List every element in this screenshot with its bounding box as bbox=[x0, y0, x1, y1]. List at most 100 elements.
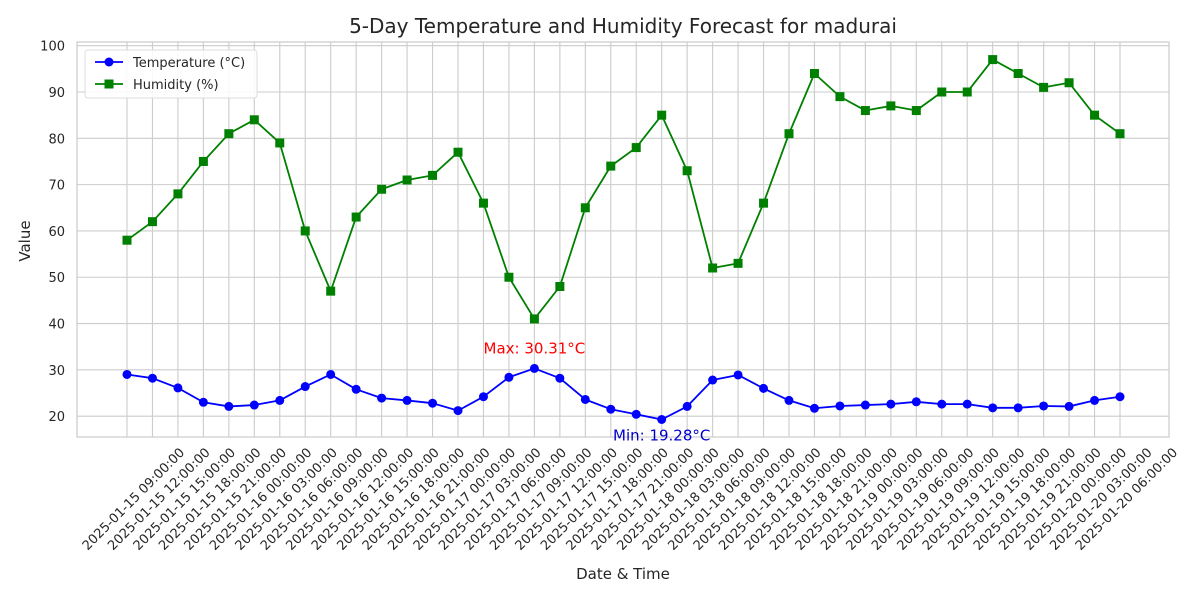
data-point bbox=[1013, 403, 1023, 413]
data-point bbox=[1090, 110, 1100, 120]
data-point bbox=[708, 375, 718, 385]
data-point bbox=[1115, 129, 1125, 139]
data-point bbox=[962, 399, 972, 409]
data-point bbox=[809, 403, 819, 413]
data-point bbox=[122, 235, 132, 245]
y-tick-label: 100 bbox=[40, 40, 65, 55]
data-point bbox=[937, 87, 947, 97]
data-point bbox=[886, 399, 896, 409]
y-tick-label: 30 bbox=[48, 364, 65, 379]
data-point bbox=[1039, 401, 1049, 411]
data-point bbox=[453, 147, 463, 157]
data-point bbox=[962, 87, 972, 97]
data-point bbox=[860, 400, 870, 410]
data-point bbox=[351, 384, 361, 394]
y-tick-label: 50 bbox=[48, 271, 65, 286]
data-point bbox=[326, 369, 336, 379]
data-point bbox=[402, 395, 412, 405]
data-point bbox=[377, 184, 387, 194]
series-1 bbox=[122, 55, 1125, 324]
data-point bbox=[173, 383, 183, 393]
series-layer bbox=[122, 55, 1125, 424]
y-tick-label: 70 bbox=[48, 179, 65, 194]
data-point bbox=[682, 401, 692, 411]
data-point bbox=[708, 263, 718, 273]
data-point bbox=[173, 189, 183, 199]
legend-label: Temperature (°C) bbox=[132, 56, 245, 71]
data-point bbox=[147, 217, 157, 227]
data-point bbox=[657, 110, 667, 120]
data-point bbox=[300, 382, 310, 392]
data-point bbox=[631, 143, 641, 153]
data-point bbox=[351, 212, 361, 222]
y-tick-label: 60 bbox=[48, 225, 65, 240]
series-line bbox=[126, 367, 1121, 421]
data-point bbox=[988, 55, 998, 65]
data-point bbox=[657, 414, 667, 424]
data-point bbox=[300, 226, 310, 236]
data-point bbox=[1039, 82, 1049, 92]
data-point bbox=[911, 106, 921, 116]
data-point bbox=[428, 170, 438, 180]
data-point bbox=[911, 397, 921, 407]
data-point bbox=[580, 203, 590, 213]
y-axis-label: Value bbox=[16, 220, 34, 261]
data-point bbox=[733, 370, 743, 380]
data-point bbox=[198, 156, 208, 166]
legend-box bbox=[84, 49, 258, 99]
annotation-label: Max: 30.31°C bbox=[484, 339, 586, 357]
data-point bbox=[606, 404, 616, 414]
data-point bbox=[809, 68, 819, 78]
data-point bbox=[478, 392, 488, 402]
data-point bbox=[784, 395, 794, 405]
chart-title: 5-Day Temperature and Humidity Forecast … bbox=[349, 14, 897, 38]
data-point bbox=[988, 403, 998, 413]
data-point bbox=[759, 383, 769, 393]
data-point bbox=[402, 175, 412, 185]
data-point bbox=[224, 401, 234, 411]
data-point bbox=[835, 92, 845, 102]
data-point bbox=[555, 373, 565, 383]
legend-marker bbox=[104, 57, 114, 67]
data-point bbox=[122, 369, 132, 379]
annotations: Max: 30.31°C Min: 19.28°C bbox=[484, 339, 711, 444]
x-axis-label: Date & Time bbox=[576, 565, 670, 583]
legend: Temperature (°C) Humidity (%) bbox=[84, 49, 258, 99]
data-point bbox=[504, 372, 514, 382]
legend-item: Temperature (°C) bbox=[95, 56, 245, 71]
series-0 bbox=[122, 363, 1125, 424]
data-point bbox=[937, 399, 947, 409]
data-point bbox=[1013, 68, 1023, 78]
data-point bbox=[1090, 395, 1100, 405]
data-point bbox=[377, 393, 387, 403]
data-point bbox=[1115, 392, 1125, 402]
data-point bbox=[529, 363, 539, 373]
legend-item: Humidity (%) bbox=[95, 78, 219, 93]
data-point bbox=[249, 115, 259, 125]
data-point bbox=[453, 406, 463, 416]
data-point bbox=[606, 161, 616, 171]
data-point bbox=[275, 138, 285, 148]
data-point bbox=[504, 272, 514, 282]
data-point bbox=[529, 314, 539, 324]
legend-marker bbox=[104, 79, 114, 89]
data-point bbox=[886, 101, 896, 111]
data-point bbox=[249, 400, 259, 410]
y-tick-label: 90 bbox=[48, 86, 65, 101]
y-tick-label: 40 bbox=[48, 318, 65, 333]
data-point bbox=[631, 409, 641, 419]
annotation-label: Min: 19.28°C bbox=[613, 426, 710, 444]
data-point bbox=[759, 198, 769, 208]
data-point bbox=[478, 198, 488, 208]
y-tick-label: 20 bbox=[48, 410, 65, 425]
data-point bbox=[224, 129, 234, 139]
data-point bbox=[1064, 401, 1074, 411]
data-point bbox=[784, 129, 794, 139]
data-point bbox=[326, 286, 336, 296]
data-point bbox=[428, 398, 438, 408]
plot-frame bbox=[76, 41, 1170, 438]
y-tick-label: 80 bbox=[48, 132, 65, 147]
data-point bbox=[860, 106, 870, 116]
